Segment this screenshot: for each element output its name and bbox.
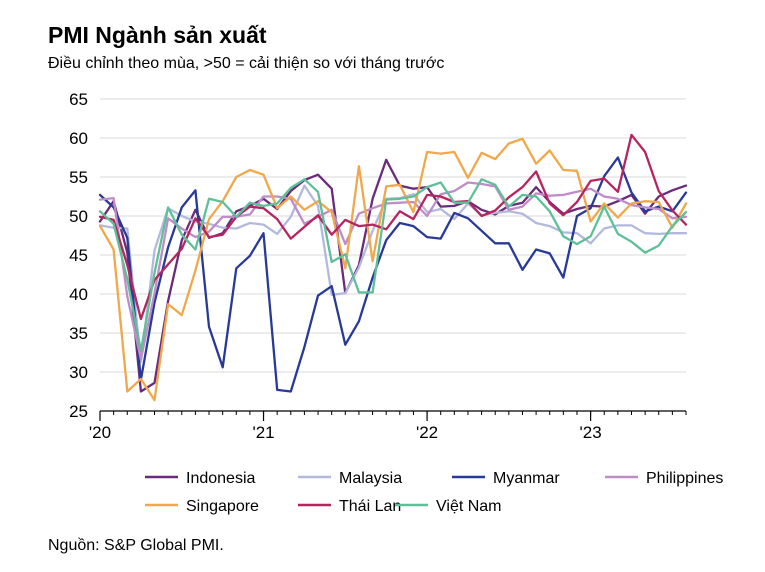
y-tick-label: 35 <box>69 324 88 343</box>
series-line-singapore <box>98 137 688 402</box>
x-tick-label: '20 <box>89 423 111 442</box>
legend-label: Philippines <box>646 470 723 487</box>
legend-label: Việt Nam <box>436 498 502 515</box>
legend-label: Indonesia <box>186 470 255 487</box>
chart-title: PMI Ngành sản xuất <box>48 22 267 48</box>
x-axis: '20 '21 '22 '23 <box>89 410 687 442</box>
series-line-việt-nam <box>98 178 688 353</box>
series-lines <box>98 133 688 402</box>
legend: Indonesia Malaysia Myanmar Philippines Singa… <box>145 470 723 515</box>
source-note: Nguồn: S&P Global PMI. <box>48 537 224 554</box>
x-tick-label: '22 <box>416 423 438 442</box>
legend-label: Malaysia <box>339 470 402 487</box>
legend-label: Thái Lan <box>339 498 401 515</box>
y-axis: 25 30 35 40 45 50 55 60 65 <box>69 90 88 421</box>
series-line-indonesia <box>98 158 688 393</box>
legend-label: Singapore <box>186 498 259 515</box>
series-line-thái-lan <box>98 133 688 321</box>
y-tick-label: 25 <box>69 402 88 421</box>
y-tick-label: 65 <box>69 90 88 109</box>
x-tick-label: '23 <box>580 423 602 442</box>
series-line-philippines <box>98 181 688 361</box>
y-tick-label: 45 <box>69 246 88 265</box>
x-tick-label: '21 <box>252 423 274 442</box>
y-tick-label: 60 <box>69 129 88 148</box>
y-tick-label: 40 <box>69 285 88 304</box>
legend-label: Myanmar <box>493 470 560 487</box>
y-tick-label: 50 <box>69 207 88 226</box>
y-tick-label: 55 <box>69 168 88 187</box>
chart-subtitle: Điều chỉnh theo mùa, >50 = cải thiện so … <box>48 55 445 72</box>
y-tick-label: 30 <box>69 363 88 382</box>
